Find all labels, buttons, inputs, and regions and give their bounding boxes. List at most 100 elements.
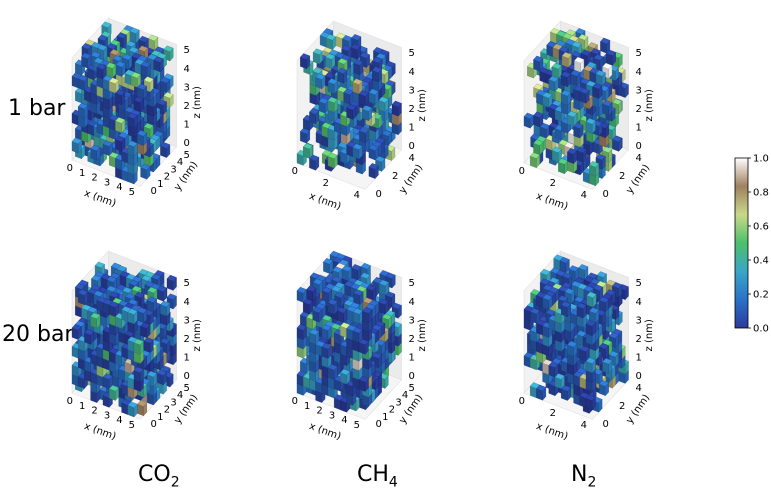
voxel	[523, 112, 534, 129]
y-tick-label: 2	[392, 171, 398, 182]
z-tick-label: 2	[184, 334, 190, 345]
voxel	[366, 284, 377, 301]
voxel	[346, 104, 357, 120]
voxel	[326, 34, 337, 50]
z-tick-label: 5	[184, 45, 190, 56]
z-tick-label: 3	[409, 85, 415, 96]
voxel	[585, 394, 596, 411]
voxel	[358, 376, 369, 392]
voxel	[163, 92, 174, 108]
voxel	[358, 338, 369, 355]
voxel	[551, 146, 562, 163]
voxel	[554, 373, 565, 390]
z-axis-label: z (nm)	[417, 89, 428, 121]
col-label-ch4: CH4	[357, 462, 398, 490]
x-tick-label: 3	[104, 410, 110, 421]
voxel	[529, 152, 540, 169]
voxel	[327, 96, 338, 113]
voxel	[589, 161, 600, 177]
voxel	[302, 298, 313, 315]
voxel	[358, 90, 369, 107]
z-tick-label: 0	[184, 371, 190, 382]
x-tick-label: 2	[91, 173, 97, 184]
voxel	[302, 143, 313, 159]
z-tick-label: 4	[184, 64, 190, 75]
voxel	[325, 53, 336, 70]
voxel	[309, 154, 320, 171]
x-tick-label: 5	[129, 420, 135, 431]
z-tick-label: 4	[636, 297, 642, 308]
z-tick-label: 2	[409, 334, 415, 345]
voxel	[561, 52, 572, 68]
voxel	[362, 307, 373, 324]
voxel	[309, 108, 320, 125]
x-tick-label: 4	[341, 415, 347, 426]
voxel	[318, 97, 329, 114]
y-tick-label: 2	[619, 171, 625, 182]
y-tick-label: 5	[184, 383, 190, 394]
voxel	[574, 56, 585, 73]
voxel	[133, 338, 144, 355]
y-tick-label: 0	[151, 419, 157, 430]
y-tick-label: 3	[170, 397, 176, 408]
voxel	[585, 118, 596, 134]
y-tick-label: 4	[409, 153, 415, 164]
voxel	[560, 71, 571, 88]
x-axis-label: x (nm)	[308, 191, 343, 213]
voxel	[81, 52, 92, 69]
y-tick-label: 4	[177, 157, 183, 168]
voxel	[536, 384, 547, 401]
x-tick-label: 0	[67, 163, 73, 174]
voxel	[77, 102, 88, 119]
z-axis-label: z (nm)	[192, 319, 203, 351]
voxel	[312, 48, 323, 65]
col-label-co2: CO2	[138, 462, 180, 490]
y-tick-label: 1	[157, 412, 163, 423]
voxel	[160, 142, 171, 158]
x-tick-label: 2	[550, 408, 556, 419]
z-tick-label: 0	[409, 141, 415, 152]
voxel	[296, 324, 307, 340]
voxel	[351, 264, 362, 280]
z-tick-label: 5	[409, 48, 415, 59]
colorbar-tick-label: 1.0	[753, 154, 769, 165]
voxel	[137, 307, 148, 324]
voxel	[585, 357, 596, 374]
y-tick-label: 0	[603, 189, 609, 200]
z-tick-label: 3	[409, 315, 415, 326]
y-tick-label: 1	[157, 179, 163, 190]
y-tick-label: 2	[164, 172, 170, 183]
voxel	[352, 327, 363, 343]
x-tick-label: 3	[104, 177, 110, 188]
voxel	[592, 83, 603, 99]
voxel	[127, 112, 138, 129]
voxel	[90, 144, 101, 161]
voxel	[84, 328, 95, 345]
y-tick-label: 3	[170, 164, 176, 175]
voxel	[323, 258, 334, 274]
voxel	[567, 340, 578, 357]
y-tick-label: 2	[619, 401, 625, 412]
voxel	[570, 70, 581, 86]
z-tick-label: 1	[409, 353, 415, 364]
voxel	[585, 320, 596, 337]
voxel	[296, 286, 307, 303]
z-tick-label: 3	[636, 85, 642, 96]
voxel	[115, 135, 126, 152]
y-tick-label: 0	[603, 419, 609, 430]
voxel	[108, 77, 119, 94]
voxel	[156, 99, 167, 116]
voxel	[156, 285, 167, 302]
voxel	[306, 285, 317, 302]
z-tick-label: 4	[184, 297, 190, 308]
y-axis-label: y (nm)	[624, 393, 652, 426]
y-tick-label: 0	[151, 186, 157, 197]
z-tick-label: 5	[636, 278, 642, 289]
voxel	[595, 70, 606, 86]
colorbar-tick-label: 0.2	[753, 290, 769, 301]
